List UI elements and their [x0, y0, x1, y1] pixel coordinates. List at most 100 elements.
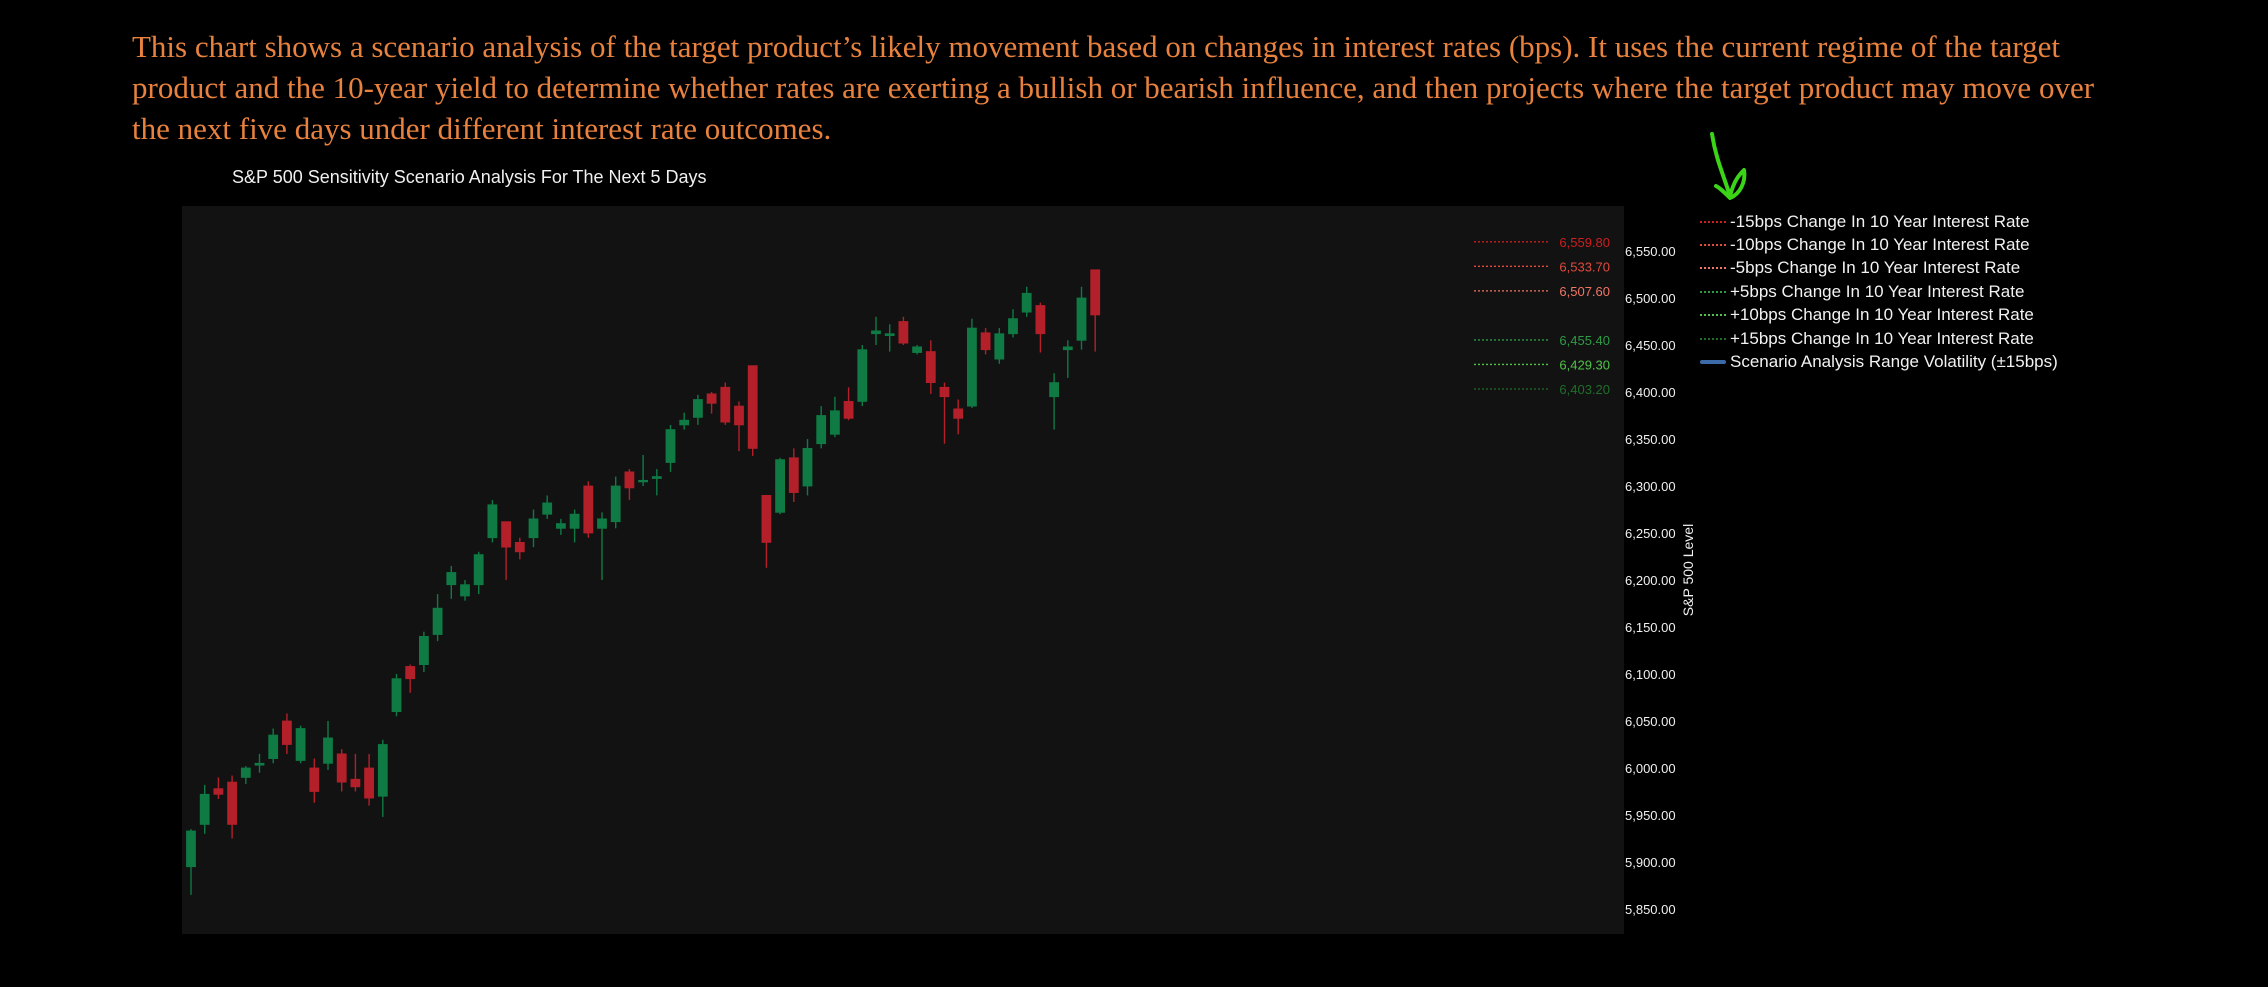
y-tick-label: 6,450.00	[1625, 338, 1676, 353]
candle	[898, 316, 909, 345]
candle	[994, 328, 1005, 364]
candle	[871, 316, 881, 345]
candle	[446, 565, 457, 599]
candle-body	[487, 504, 498, 539]
scenario-value-label: 6,403.20	[1559, 382, 1610, 397]
candle	[405, 664, 416, 693]
candle	[775, 457, 785, 515]
candle-body	[994, 333, 1005, 360]
candle	[706, 392, 717, 414]
candle	[925, 340, 936, 394]
scenario-value-label: 6,455.40	[1559, 333, 1610, 348]
legend-label: -15bps Change In 10 Year Interest Rate	[1730, 211, 2030, 231]
candle	[542, 495, 553, 519]
candle-body	[1008, 318, 1018, 335]
candle-body	[720, 386, 731, 423]
candle-body	[1062, 346, 1073, 351]
candle-body	[884, 333, 895, 337]
candle-body	[939, 386, 950, 398]
legend-swatch	[1700, 290, 1726, 293]
candle-body	[1049, 382, 1059, 398]
candle-body	[528, 518, 539, 539]
candle-body	[432, 607, 443, 635]
candle	[953, 399, 964, 435]
candle-body	[665, 429, 676, 463]
candle-body	[405, 666, 416, 680]
candle	[309, 758, 320, 803]
candle	[597, 512, 607, 580]
candle-body	[693, 399, 703, 418]
legend-item: +15bps Change In 10 Year Interest Rate	[1700, 327, 2058, 350]
y-tick-label: 6,000.00	[1625, 761, 1676, 776]
candle-body	[1090, 269, 1101, 316]
candle	[761, 494, 772, 568]
candle-body	[364, 767, 375, 799]
candle-body	[460, 584, 470, 597]
candle	[186, 829, 196, 895]
candle	[1049, 373, 1059, 430]
candle-body	[967, 327, 977, 407]
candle	[747, 365, 758, 456]
candle	[487, 500, 498, 543]
chart-title: S&P 500 Sensitivity Scenario Analysis Fo…	[232, 167, 707, 187]
candle-body	[706, 393, 717, 404]
legend-swatch	[1700, 220, 1726, 223]
candle	[843, 387, 854, 421]
candle	[268, 728, 279, 764]
candle	[377, 739, 388, 817]
candle	[336, 749, 347, 792]
candle-body	[501, 521, 512, 548]
y-axis-label: S&P 500 Level	[1680, 524, 1696, 616]
hand-drawn-arrow-icon	[1710, 132, 1747, 200]
candle	[583, 481, 594, 538]
candle	[501, 521, 512, 580]
candle	[227, 775, 238, 839]
scenario-value-label: 6,533.70	[1559, 259, 1610, 274]
candle-body	[898, 321, 909, 344]
candle-body	[186, 830, 196, 868]
candle	[638, 454, 648, 486]
scenario-value-label: 6,559.80	[1559, 235, 1610, 250]
candle-body	[473, 554, 484, 586]
candle-body	[199, 793, 210, 825]
candle-body	[912, 346, 922, 353]
candle	[240, 766, 251, 784]
candle	[720, 382, 731, 425]
candle-body	[871, 330, 881, 335]
candle-body	[583, 485, 594, 534]
scenario-value-label: 6,507.60	[1559, 284, 1610, 299]
legend-label: +15bps Change In 10 Year Interest Rate	[1730, 328, 2034, 348]
candle-body	[1021, 292, 1032, 313]
candle-body	[556, 523, 566, 529]
candle-body	[336, 753, 347, 783]
candle	[1076, 286, 1087, 350]
candle	[939, 382, 950, 444]
candle	[473, 551, 484, 595]
legend-label: -10bps Change In 10 Year Interest Rate	[1730, 235, 2030, 255]
candle	[418, 631, 429, 673]
candle-body	[624, 471, 635, 489]
candles-group	[186, 269, 1101, 895]
candle-body	[227, 781, 238, 825]
candle-body	[775, 459, 785, 513]
legend-item: +5bps Change In 10 Year Interest Rate	[1700, 280, 2058, 303]
candle	[967, 318, 977, 408]
candle-body	[925, 351, 936, 383]
y-tick-label: 6,550.00	[1625, 244, 1676, 259]
legend-label: +10bps Change In 10 Year Interest Rate	[1730, 305, 2034, 325]
candle-body	[1076, 297, 1087, 341]
candle	[1021, 286, 1032, 317]
legend-label: +5bps Change In 10 Year Interest Rate	[1730, 281, 2025, 301]
candle-body	[761, 494, 772, 543]
candle	[857, 345, 868, 407]
y-tick-label: 6,150.00	[1625, 620, 1676, 635]
candle	[665, 424, 676, 472]
candle-body	[281, 720, 292, 745]
legend-item: -15bps Change In 10 Year Interest Rate	[1700, 210, 2058, 233]
candle-body	[953, 408, 964, 419]
candle-body	[268, 734, 279, 759]
candle-body	[651, 476, 662, 479]
candle	[651, 469, 662, 496]
scenario-lines-group: 6,559.80 6,533.70 6,507.60 6,455.40 6,429.30…	[1474, 235, 1610, 397]
